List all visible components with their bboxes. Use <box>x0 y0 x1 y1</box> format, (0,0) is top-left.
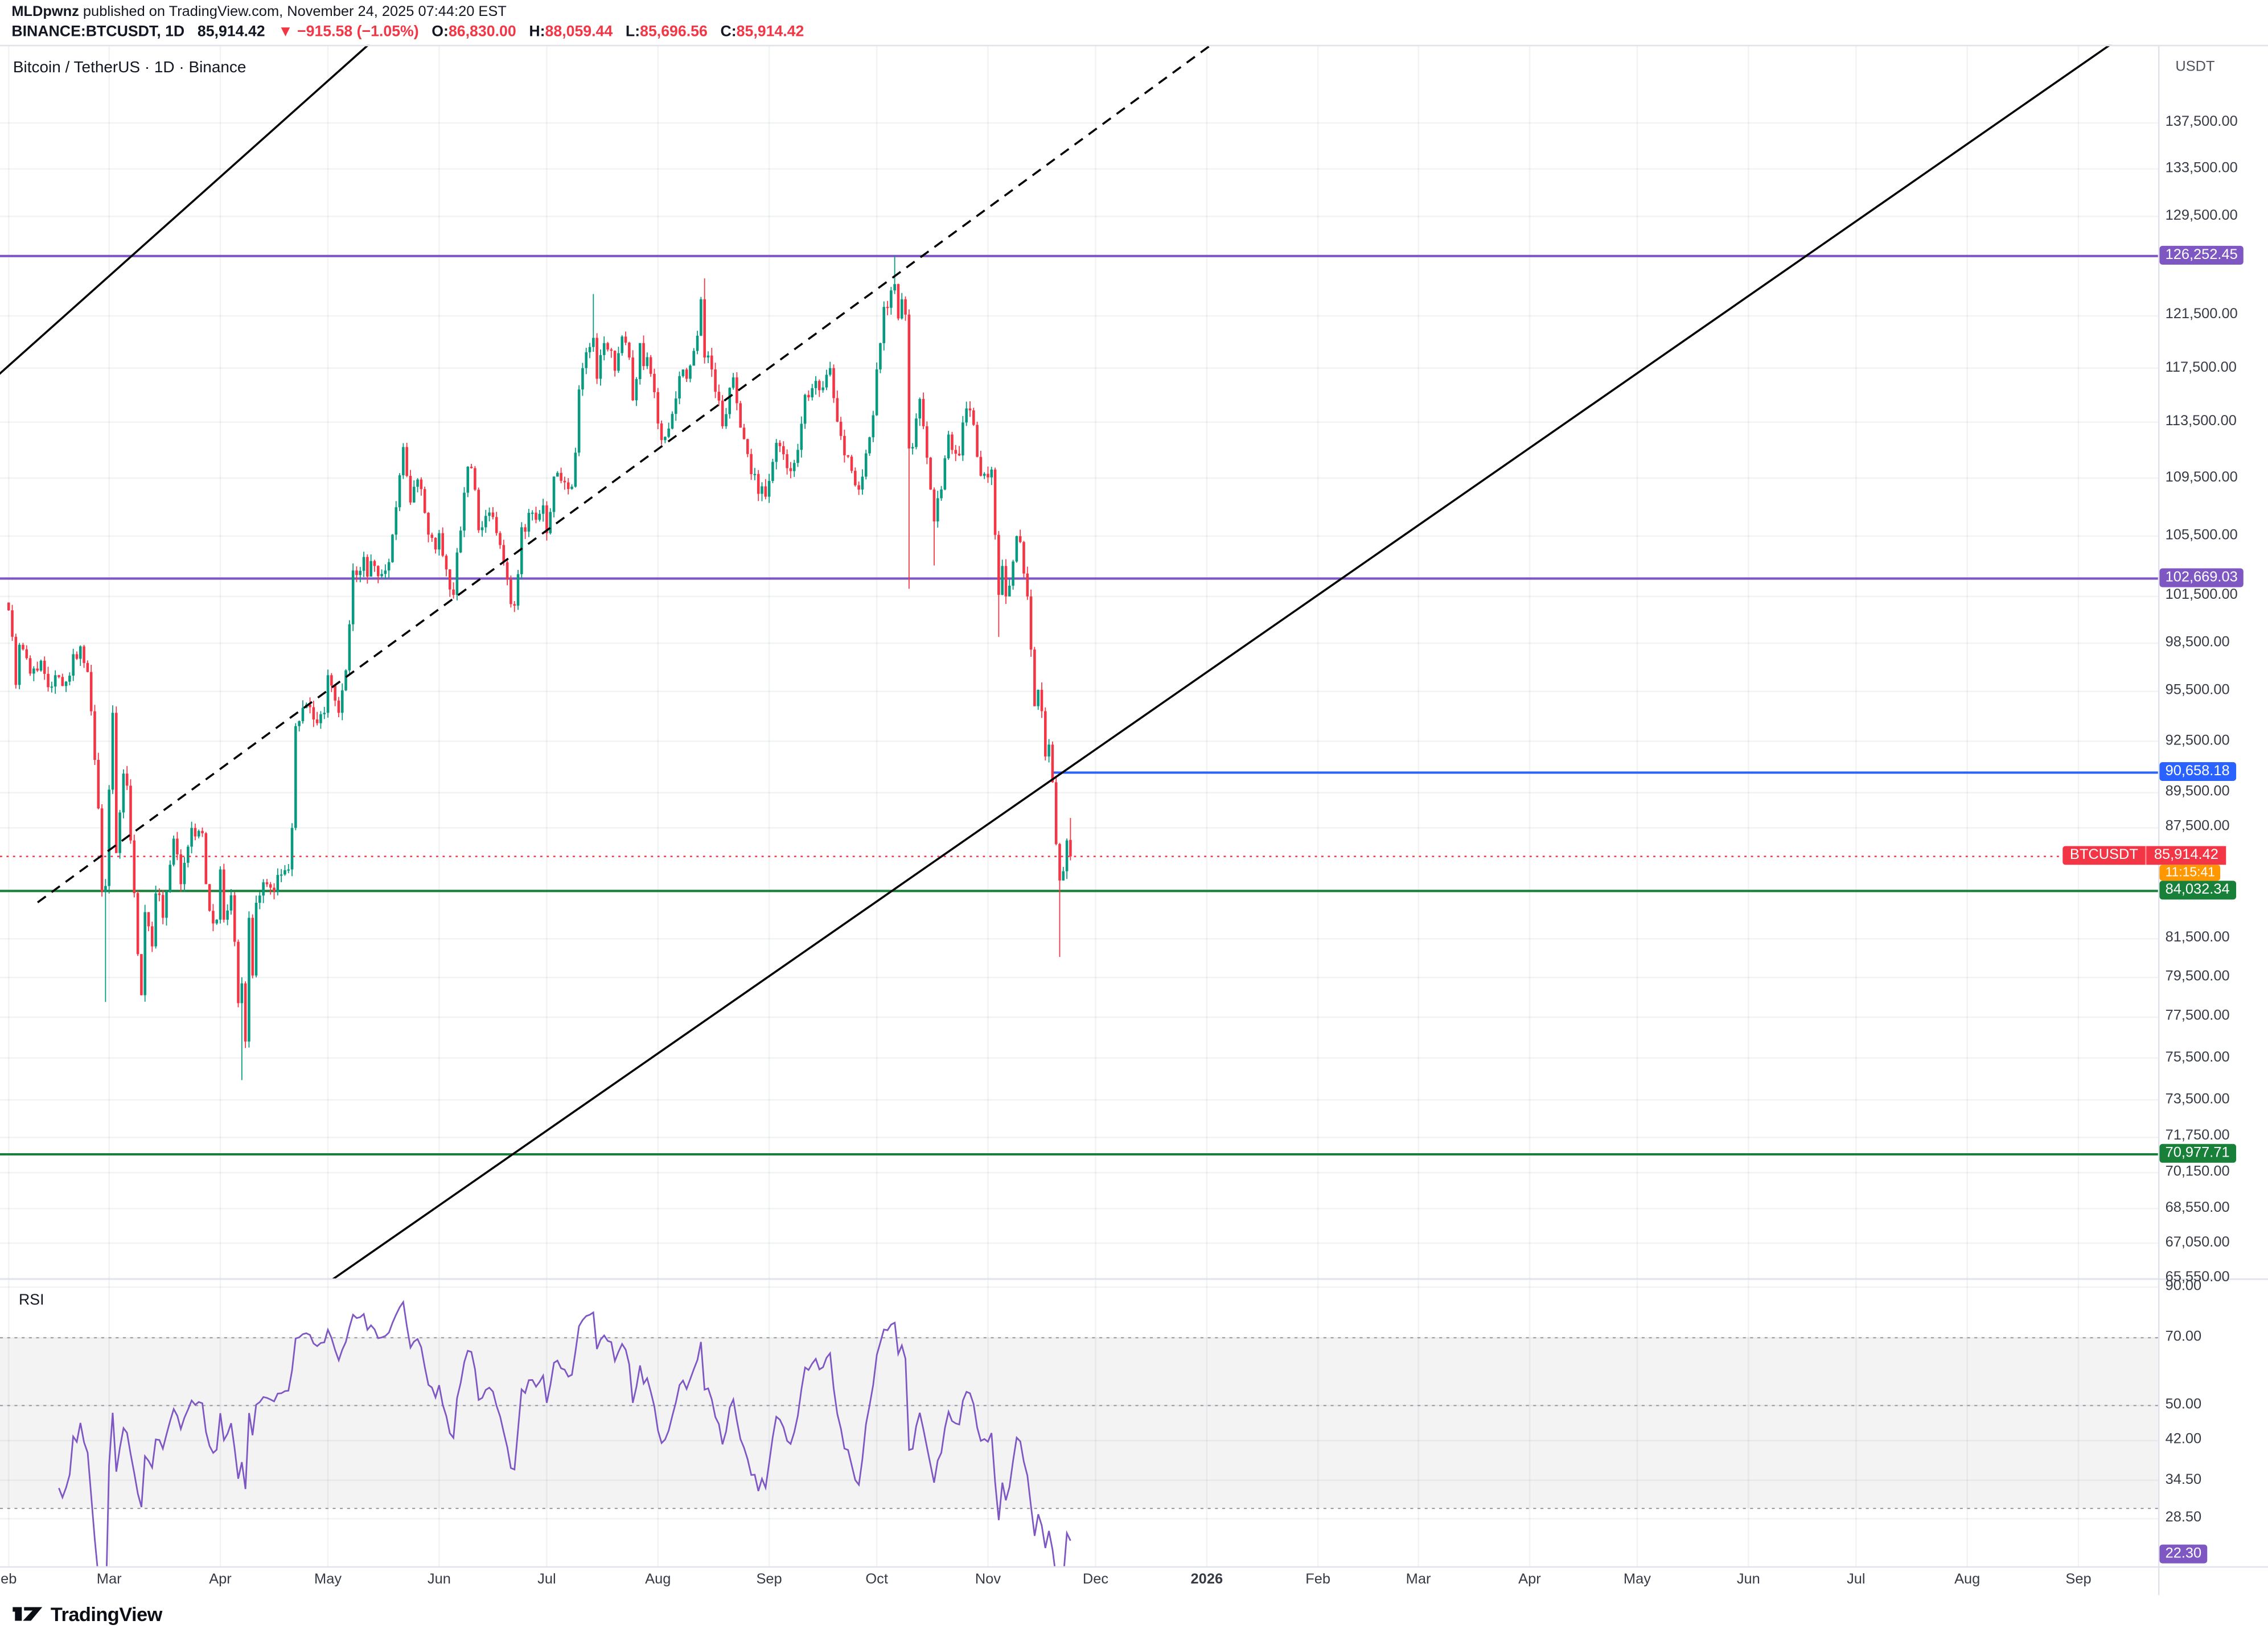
ohlc-close: C:85,914.42 <box>720 23 804 41</box>
price-change: ▼ −915.58 (−1.05%) <box>278 23 419 41</box>
symbol-ohlc-row: BINANCE:BTCUSDT, 1D 85,914.42 ▼ −915.58 … <box>11 23 804 40</box>
current-price-symbol: BTCUSDT <box>2062 846 2147 865</box>
current-price-badge: BTCUSDT 85,914.42 <box>2062 846 2262 865</box>
tradingview-logo[interactable]: TradingView <box>11 1602 162 1626</box>
ohlc-open: O:86,830.00 <box>432 23 516 41</box>
header-divider <box>0 44 2268 47</box>
author-name: MLDpwnz <box>11 4 79 20</box>
current-price-value: 85,914.42 <box>2147 846 2226 865</box>
tradingview-logo-icon <box>13 1607 43 1621</box>
price-scale-currency[interactable]: USDT <box>2175 59 2215 76</box>
byline: MLDpwnz published on TradingView.com, No… <box>11 5 507 20</box>
symbol-name: BINANCE:BTCUSDT, 1D <box>11 23 185 41</box>
price-scale-divider <box>2158 44 2160 1595</box>
last-price: 85,914.42 <box>197 23 265 41</box>
pane-divider[interactable] <box>0 1278 2268 1280</box>
ohlc-high: H:88,059.44 <box>529 23 613 41</box>
byline-text: published on TradingView.com, November 2… <box>79 4 507 20</box>
chart-legend[interactable]: Bitcoin / TetherUS · 1D · Binance <box>13 59 246 77</box>
countdown-badge: 11:15:41 <box>2159 865 2221 881</box>
tradingview-logo-text: TradingView <box>50 1603 162 1625</box>
rsi-pane-title[interactable]: RSI <box>19 1291 44 1309</box>
ohlc-low: L:85,696.56 <box>625 23 708 41</box>
time-scale-divider <box>0 1566 2268 1568</box>
rsi-value-badge: 22.30 <box>2159 1544 2208 1564</box>
